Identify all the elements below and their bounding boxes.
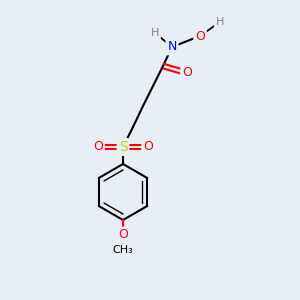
Text: H: H: [216, 17, 224, 27]
Text: O: O: [118, 229, 128, 242]
Text: CH₃: CH₃: [112, 245, 134, 255]
Text: O: O: [93, 140, 103, 154]
Text: O: O: [182, 67, 192, 80]
Text: N: N: [167, 40, 177, 53]
Text: O: O: [143, 140, 153, 154]
Text: S: S: [118, 140, 127, 154]
Text: O: O: [195, 29, 205, 43]
Text: H: H: [151, 28, 159, 38]
